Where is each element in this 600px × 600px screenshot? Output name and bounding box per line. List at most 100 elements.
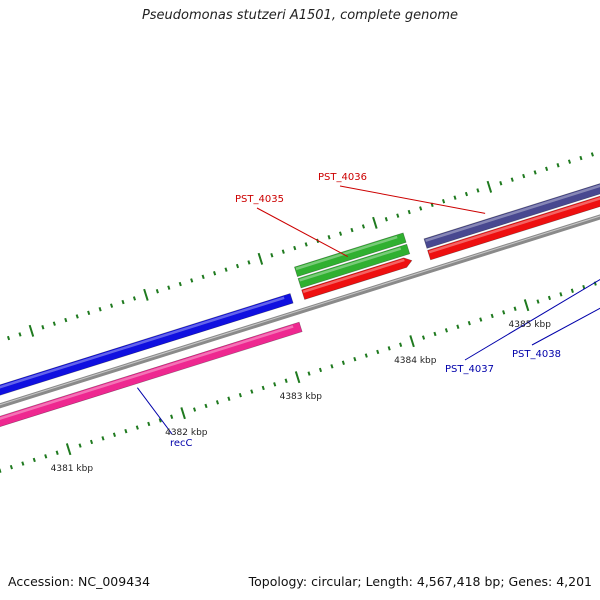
gene-feature[interactable] <box>0 293 294 404</box>
minor-tick <box>147 421 151 427</box>
minor-tick <box>52 321 56 326</box>
gene-shape <box>297 243 411 289</box>
label-leader <box>464 278 600 361</box>
minor-tick <box>273 382 277 387</box>
gene-feature[interactable] <box>0 321 303 433</box>
minor-tick <box>250 389 254 394</box>
major-tick <box>523 299 530 312</box>
gene-gloss <box>295 235 398 271</box>
gene-shape <box>0 293 294 403</box>
minor-tick <box>32 457 36 463</box>
map-title: Pseudomonas stutzeri A1501, complete gen… <box>141 8 459 23</box>
minor-tick <box>559 292 563 297</box>
minor-tick <box>513 306 517 311</box>
minor-tick <box>307 371 311 376</box>
minor-tick <box>132 296 137 301</box>
tick-label: 4384 kbp <box>394 356 437 366</box>
minor-tick <box>64 317 68 323</box>
major-tick <box>294 371 301 384</box>
gene-label[interactable]: PST_4037 <box>445 364 494 375</box>
minor-tick <box>399 342 403 347</box>
minor-tick <box>433 331 437 337</box>
minor-tick <box>110 303 114 308</box>
major-tick <box>143 288 149 301</box>
genome-summary-text: Topology: circular; Length: 4,567,418 bp… <box>248 574 592 589</box>
minor-tick <box>567 159 572 164</box>
minor-tick <box>21 461 25 466</box>
minor-tick <box>479 317 483 322</box>
gene-gloss <box>299 247 402 282</box>
tick-label: 4383 kbp <box>280 392 323 402</box>
gene-label[interactable]: recC <box>170 438 193 449</box>
minor-tick <box>510 177 514 182</box>
minor-tick <box>407 209 411 215</box>
minor-tick <box>499 181 503 186</box>
gene-gloss <box>0 325 294 426</box>
gene-shape <box>0 321 303 433</box>
minor-tick <box>350 227 354 233</box>
minor-tick <box>224 267 228 272</box>
minor-tick <box>590 152 594 157</box>
gene-label[interactable]: PST_4036 <box>318 172 367 183</box>
minor-tick <box>124 428 128 434</box>
minor-tick <box>579 155 583 161</box>
minor-tick <box>293 245 297 251</box>
minor-tick <box>41 325 45 330</box>
backbone-highlight <box>0 215 600 406</box>
minor-tick <box>155 289 159 294</box>
minor-tick <box>78 443 82 448</box>
minor-tick <box>261 385 265 391</box>
minor-tick <box>98 307 102 312</box>
major-tick <box>180 407 186 420</box>
minor-tick <box>215 400 220 405</box>
minor-tick <box>490 313 494 319</box>
minor-tick <box>502 310 506 315</box>
minor-tick <box>112 432 116 437</box>
gene-label[interactable]: PST_4038 <box>512 349 561 360</box>
minor-tick <box>178 281 182 287</box>
minor-tick <box>170 414 174 419</box>
gene-feature[interactable] <box>297 243 411 289</box>
major-tick <box>486 180 493 193</box>
minor-tick <box>384 217 388 222</box>
tick-label: 4385 kbp <box>509 320 552 330</box>
gene-shape <box>423 168 600 249</box>
minor-tick <box>341 360 345 365</box>
gene-shape <box>427 181 600 261</box>
minor-tick <box>387 346 391 351</box>
minor-tick <box>227 396 231 401</box>
minor-tick <box>353 356 357 362</box>
tick-label: 4381 kbp <box>51 464 94 474</box>
minor-tick <box>121 299 125 305</box>
minor-tick <box>204 403 208 409</box>
minor-tick <box>304 242 308 247</box>
backbone-line <box>0 214 600 409</box>
minor-tick <box>284 378 288 383</box>
minor-tick <box>0 468 2 473</box>
label-leader <box>256 207 348 257</box>
minor-tick <box>101 436 105 441</box>
minor-tick <box>6 335 11 341</box>
minor-tick <box>318 367 323 373</box>
minor-tick <box>89 439 94 445</box>
minor-tick <box>270 253 274 258</box>
gene-feature[interactable] <box>427 180 600 261</box>
minor-tick <box>44 454 48 459</box>
minor-tick <box>201 274 205 280</box>
minor-tick <box>327 235 331 240</box>
minor-tick <box>442 199 446 204</box>
gene-labels: PST_4035 PST_4036 recC PST_4037 PST_4038 <box>136 172 600 449</box>
minor-tick <box>361 224 365 229</box>
gene-feature[interactable] <box>301 256 414 300</box>
gene-gloss <box>425 171 600 242</box>
gene-feature[interactable] <box>294 232 407 277</box>
gene-shape <box>301 257 413 300</box>
gene-label[interactable]: PST_4035 <box>235 194 284 205</box>
gene-feature[interactable] <box>423 168 600 249</box>
minor-tick <box>547 295 552 301</box>
minor-tick <box>18 332 22 337</box>
minor-tick <box>364 353 368 358</box>
minor-tick <box>158 418 162 423</box>
minor-tick <box>87 310 91 316</box>
